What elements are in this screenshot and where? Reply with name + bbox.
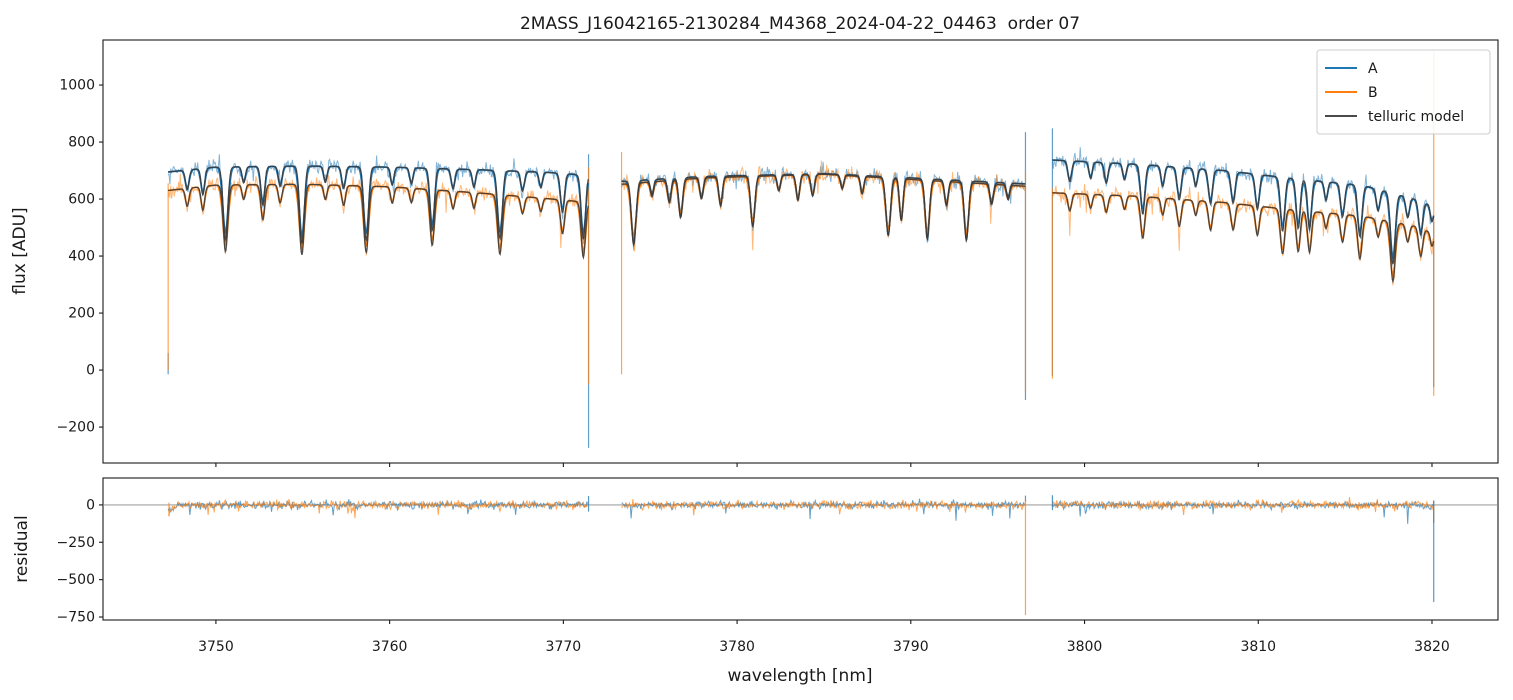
flux-axes-box — [102, 39, 1499, 464]
telluric-model-on-B-segment-1 — [168, 183, 589, 260]
series-B-noise-segment-3 — [1051, 184, 1434, 286]
residual-B-segment-2 — [621, 498, 1026, 516]
legend-entry-label: telluric model — [1368, 109, 1464, 125]
flux-y-tick-label: 400 — [68, 249, 95, 265]
telluric-model-on-A-segment-1 — [168, 165, 589, 244]
generated-plot-content: 3750 3760 3770 3780 3790 3800 3810 3820 −200 0 200… — [57, 39, 1499, 655]
x-tick-label: 3810 — [1240, 639, 1276, 655]
residual-A-segment-2 — [621, 498, 1026, 521]
telluric-model-on-B-segment-3 — [1052, 192, 1435, 284]
flux-y-tick-label: 200 — [68, 306, 95, 322]
series-A-noise-segment-1 — [167, 154, 589, 249]
residual-B-segment-1 — [167, 498, 589, 519]
residual-y-tick-label: −500 — [57, 572, 95, 588]
x-ticks: 3750 3760 3770 3780 3790 3800 3810 3820 — [198, 463, 1450, 655]
x-axis-label: wavelength [nm] — [727, 666, 872, 686]
figure-title: 2MASS_J16042165-2130284_M4368_2024-04-22… — [520, 14, 1080, 34]
flux-y-tick-label: 600 — [68, 192, 95, 208]
residual-y-tick-label: 0 — [86, 497, 95, 513]
flux-y-tick-label: −200 — [57, 420, 95, 436]
x-tick-label: 3750 — [198, 639, 234, 655]
residual-y-ticks: 0 −250 −500 −750 — [57, 497, 103, 626]
flux-y-tick-label: 0 — [86, 363, 95, 379]
x-tick-label: 3760 — [372, 639, 408, 655]
x-tick-label: 3770 — [546, 639, 582, 655]
legend-entry-label: B — [1368, 85, 1378, 101]
series-B-smoothed-segment-1 — [167, 183, 590, 255]
flux-y-ticks: −200 0 200 400 600 800 1000 — [57, 78, 103, 436]
residual-y-tick-label: −250 — [57, 535, 95, 551]
x-tick-label: 3780 — [719, 639, 755, 655]
flux-y-axis-label: flux [ADU] — [10, 207, 30, 294]
x-tick-label: 3820 — [1414, 639, 1450, 655]
legend-box — [1316, 49, 1491, 135]
flux-y-tick-label: 800 — [68, 135, 95, 151]
flux-y-tick-label: 1000 — [59, 78, 95, 94]
telluric-model-on-A-segment-3 — [1052, 159, 1435, 265]
residual-B-segment-3 — [1051, 497, 1434, 516]
residual-axes-box — [102, 477, 1499, 621]
legend-entry-label: A — [1368, 61, 1378, 77]
x-tick-label: 3800 — [1067, 639, 1103, 655]
residual-y-axis-label: residual — [12, 515, 32, 582]
residual-y-tick-label: −750 — [57, 610, 95, 626]
x-tick-label: 3790 — [893, 639, 929, 655]
telluric-model-on-B-segment-2 — [621, 173, 1026, 248]
